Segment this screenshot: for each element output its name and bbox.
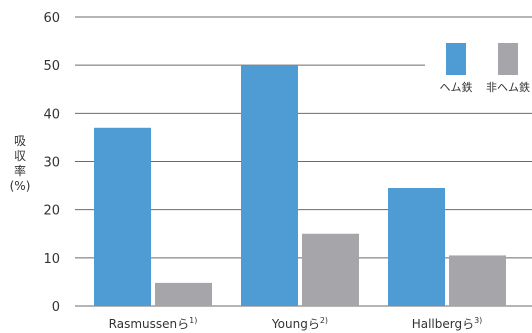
bar-nonheme-0: [155, 282, 212, 306]
x-axis-categories: Rasmussenら1) Youngら2) Hallbergら3): [109, 316, 483, 331]
legend-label: 非ヘム鉄: [486, 80, 530, 94]
legend-label: ヘム鉄: [440, 80, 473, 94]
y-axis-label-part: 収: [14, 149, 26, 163]
legend-swatch: [446, 43, 466, 75]
bar-nonheme-1: [302, 233, 359, 306]
y-tick-label: 10: [43, 252, 60, 267]
bar-heme-0: [94, 127, 151, 307]
y-tick-label: 40: [43, 107, 60, 122]
bar-heme-1: [241, 65, 298, 307]
y-tick-label: 30: [43, 156, 60, 171]
bars: [94, 65, 506, 307]
legend: ヘム鉄 非ヘム鉄: [440, 43, 530, 94]
y-axis-label-part: 率: [14, 163, 26, 178]
y-axis-label-part: (%): [10, 179, 31, 193]
legend-swatch: [498, 43, 518, 75]
y-tick-label: 20: [43, 204, 60, 219]
y-axis-ticks: 0 10 20 30 40 50 60: [43, 11, 60, 315]
bar-nonheme-2: [449, 255, 506, 306]
bar-heme-2: [388, 187, 445, 306]
y-axis-label: 吸収率(%): [10, 134, 31, 193]
y-tick-label: 60: [43, 11, 60, 26]
category-label: Hallbergら3): [412, 316, 483, 331]
y-axis-label-part: 吸: [14, 134, 26, 148]
category-label: Rasmussenら1): [109, 316, 198, 331]
category-label: Youngら2): [271, 316, 328, 331]
y-tick-label: 0: [52, 300, 60, 315]
y-tick-label: 50: [43, 59, 60, 74]
